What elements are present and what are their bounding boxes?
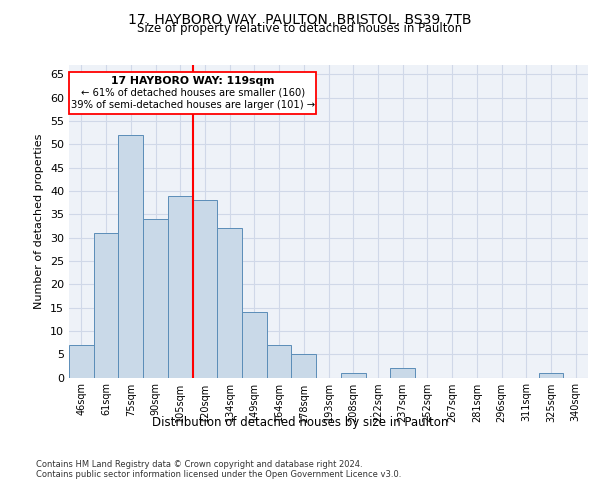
Bar	[390, 368, 415, 378]
Bar	[168, 196, 193, 378]
Bar	[118, 135, 143, 378]
Bar	[341, 373, 365, 378]
FancyBboxPatch shape	[69, 72, 316, 114]
Text: ← 61% of detached houses are smaller (160): ← 61% of detached houses are smaller (16…	[80, 88, 305, 98]
Bar	[143, 219, 168, 378]
Bar	[539, 373, 563, 378]
Bar	[193, 200, 217, 378]
Text: 17 HAYBORO WAY: 119sqm: 17 HAYBORO WAY: 119sqm	[111, 76, 274, 86]
Bar	[94, 233, 118, 378]
Bar	[267, 345, 292, 378]
Text: Contains public sector information licensed under the Open Government Licence v3: Contains public sector information licen…	[36, 470, 401, 479]
Bar	[292, 354, 316, 378]
Bar	[69, 345, 94, 378]
Bar	[217, 228, 242, 378]
Text: Distribution of detached houses by size in Paulton: Distribution of detached houses by size …	[152, 416, 448, 429]
Bar	[242, 312, 267, 378]
Text: 17, HAYBORO WAY, PAULTON, BRISTOL, BS39 7TB: 17, HAYBORO WAY, PAULTON, BRISTOL, BS39 …	[128, 12, 472, 26]
Y-axis label: Number of detached properties: Number of detached properties	[34, 134, 44, 309]
Text: Size of property relative to detached houses in Paulton: Size of property relative to detached ho…	[137, 22, 463, 35]
Text: Contains HM Land Registry data © Crown copyright and database right 2024.: Contains HM Land Registry data © Crown c…	[36, 460, 362, 469]
Text: 39% of semi-detached houses are larger (101) →: 39% of semi-detached houses are larger (…	[71, 100, 314, 110]
